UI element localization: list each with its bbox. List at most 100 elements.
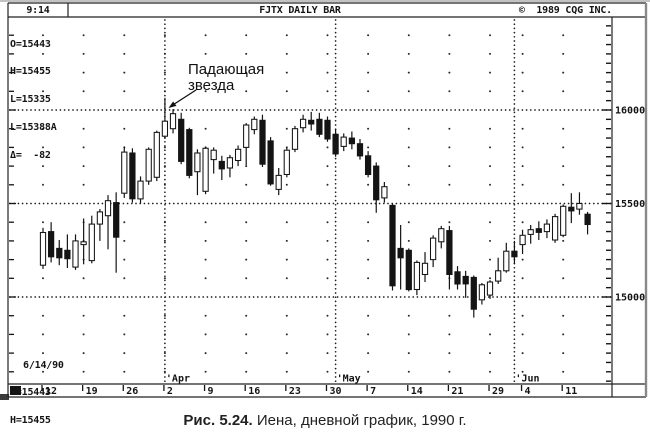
candle [121,146,128,198]
falling-star-annotation: Падающая звезда [188,62,264,94]
quote-delta: Δ= -82 [10,150,51,162]
candle [283,147,290,178]
y-axis-label: 15000 [615,293,645,304]
candle [64,234,71,268]
chart-title: FJTX DAILY BAR [259,5,341,16]
annotation-line-1: Падающая [188,61,265,78]
candle [169,109,177,134]
candle [527,225,534,244]
candle [568,193,575,224]
session-high: H=15455 [10,415,51,427]
candle [381,182,388,203]
candle [194,149,201,196]
x-axis-day-label: 26 [126,386,138,397]
price-scale-labels: 16000 15500 15000 [615,106,645,304]
candle [446,225,453,290]
candle [39,227,47,269]
candle [535,221,542,240]
candle [356,139,364,160]
candle [454,266,461,290]
candles [39,97,591,318]
quote-open: O=15443 [10,38,51,50]
price-scale-ticks [9,25,611,382]
candle [511,240,518,264]
x-axis-month-label: 'Jun [515,374,539,385]
x-axis-month-label: 'May [337,374,361,385]
x-axis-day-label: 14 [411,386,423,397]
candle [145,147,152,185]
x-axis-day-label: 2 [167,386,173,397]
candle [373,162,380,213]
candle [226,154,234,178]
candle [429,235,437,268]
copyright-text: © 1989 CQG INC. [518,5,612,16]
quote-low: L=15335 [10,94,51,106]
candle [96,209,104,241]
candle [438,225,445,249]
candle [153,130,160,182]
candle [218,155,225,181]
candle [259,114,266,167]
candle [113,192,120,273]
candle [551,213,559,243]
x-axis-day-label: 7 [370,386,376,397]
candle [560,204,567,238]
candle [364,151,372,178]
candle [251,116,258,135]
candle [397,225,404,290]
annotation-line-2: звезда [188,77,235,94]
session-quote-block: 6/14/90 O=15443 H=15455 L=15335 C=15388 [10,342,64,441]
scan-artifact-top [0,0,650,2]
candle [210,147,217,174]
current-quote-block: O=15443 H=15455 L=15335 L=15388A Δ= -82 [10,21,57,179]
candle [332,128,339,157]
candle [478,283,486,305]
candle [470,275,477,318]
scan-artifact-corner [0,394,9,400]
month-gridlines [164,19,516,383]
candle [316,112,323,138]
x-axis-day-label: 21 [451,386,463,397]
major-gridlines [9,109,612,298]
y-axis-label: 15500 [615,199,645,210]
candle [137,176,144,204]
candle [129,148,136,203]
candle [543,219,551,239]
x-axis-day-label: 29 [492,386,504,397]
session-open: O=15443 [10,387,51,399]
annotation-arrow [168,89,197,108]
x-axis-day-label: 9 [208,386,214,397]
grid-dots [42,34,565,373]
candle [413,260,421,296]
clock-time: 9:14 [26,5,50,16]
x-axis-day-label: 16 [248,386,260,397]
candle [243,123,250,166]
figure-caption-text: Иена, дневной график, 1990 г. [252,412,467,429]
candle [56,240,63,266]
candle [234,145,242,167]
x-axis-month-label: 'Apr [166,374,190,385]
candle [389,203,396,291]
figure-caption: Рис. 5.24. Иена, дневной график, 1990 г. [0,412,650,429]
candle [405,248,412,292]
x-axis-day-label: 23 [289,386,301,397]
x-axis-day-label: 12 [45,386,57,397]
candle [267,137,274,186]
x-axis: 12 19 26 2 9 16 23 30 7 14 21 29 4 11'Apr 'May 'Jun [10,374,577,397]
candle [80,218,87,265]
candle [202,146,209,195]
candle [72,234,79,270]
candle [495,257,502,284]
candle [308,111,315,131]
candle [348,131,356,150]
session-date: 6/14/90 [23,359,64,371]
candle [576,192,583,215]
frame [7,2,648,398]
x-axis-day-label: 30 [329,386,341,397]
candle [324,116,331,142]
y-axis-label: 16000 [615,106,645,117]
quote-last: L=15388A [10,122,57,134]
candle [421,252,429,282]
